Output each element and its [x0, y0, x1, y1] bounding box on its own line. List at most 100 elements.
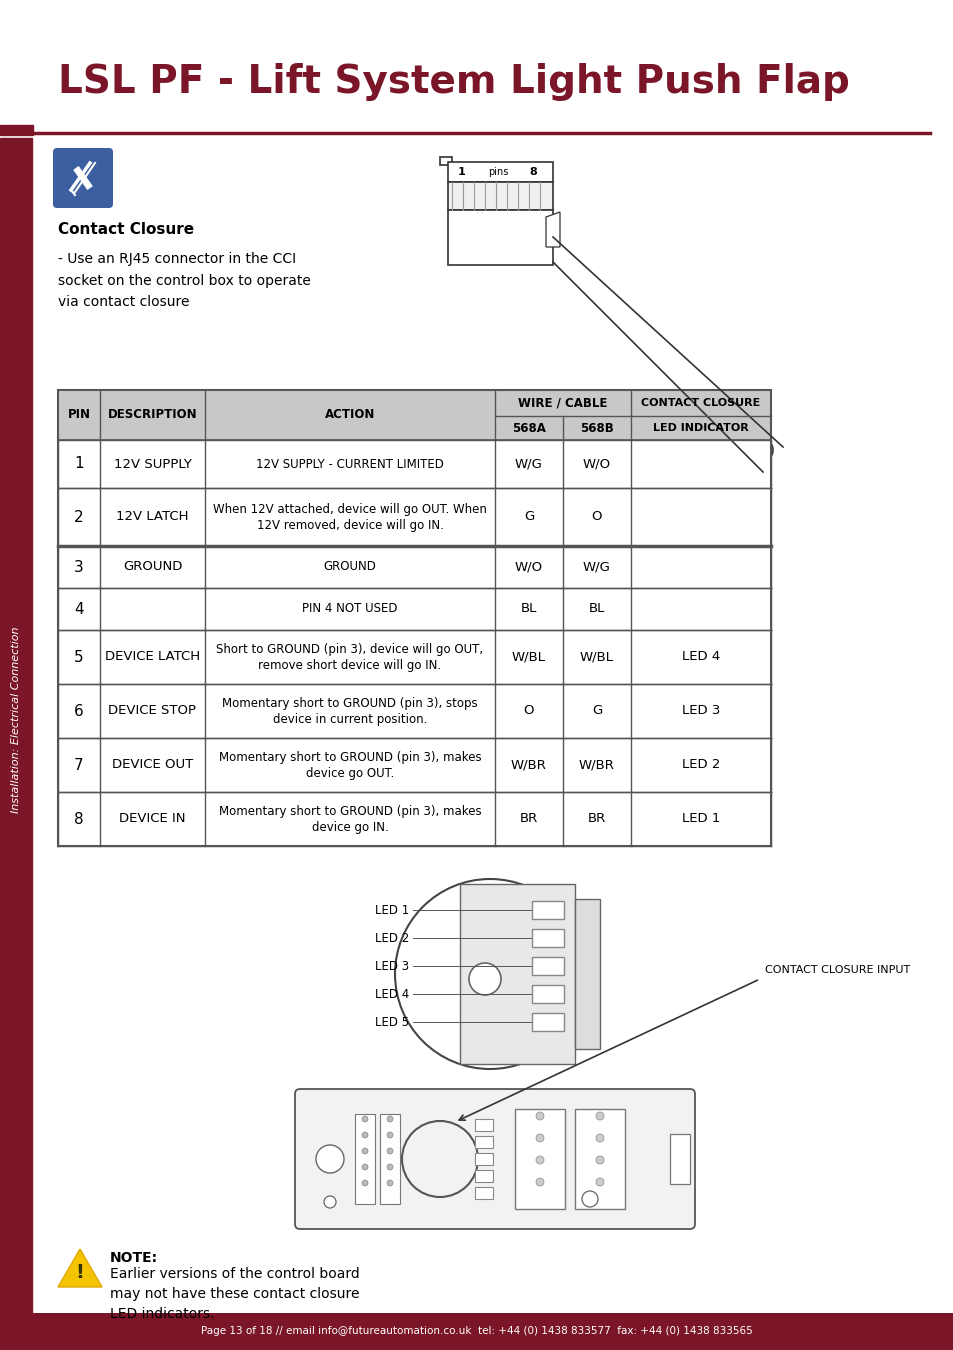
Text: Contact Closure: Contact Closure — [58, 221, 193, 238]
Bar — [58, 630, 770, 684]
Text: DEVICE IN: DEVICE IN — [119, 813, 186, 825]
Text: W/O: W/O — [515, 560, 542, 574]
Text: W/G: W/G — [515, 458, 542, 471]
Bar — [58, 738, 770, 792]
Circle shape — [536, 1179, 543, 1187]
Text: NOTE:: NOTE: — [110, 1251, 158, 1265]
Bar — [448, 182, 553, 211]
FancyBboxPatch shape — [532, 957, 563, 975]
Text: LED 1: LED 1 — [681, 813, 720, 825]
Text: 568B: 568B — [579, 421, 613, 435]
Text: LED 4: LED 4 — [681, 651, 720, 663]
Text: LED 2: LED 2 — [375, 931, 409, 945]
FancyBboxPatch shape — [53, 148, 112, 208]
Text: 3: 3 — [74, 559, 84, 575]
Circle shape — [536, 1156, 543, 1164]
Circle shape — [387, 1116, 393, 1122]
Bar — [58, 390, 770, 440]
Text: W/BR: W/BR — [511, 759, 546, 771]
Circle shape — [361, 1164, 368, 1170]
Text: W/O: W/O — [582, 458, 611, 471]
Text: 8: 8 — [74, 811, 84, 826]
Text: When 12V attached, device will go OUT. When
12V removed, device will go IN.: When 12V attached, device will go OUT. W… — [213, 502, 486, 532]
Circle shape — [387, 1148, 393, 1154]
Circle shape — [596, 1179, 603, 1187]
Text: 6: 6 — [74, 703, 84, 718]
Text: W/G: W/G — [582, 560, 610, 574]
Circle shape — [469, 963, 500, 995]
FancyBboxPatch shape — [532, 900, 563, 919]
Text: 1: 1 — [457, 167, 465, 177]
Bar — [58, 390, 770, 440]
Bar — [0, 126, 33, 135]
Circle shape — [387, 1133, 393, 1138]
FancyBboxPatch shape — [294, 1089, 695, 1228]
Bar — [0, 1314, 953, 1350]
Text: GROUND: GROUND — [323, 560, 376, 574]
Text: PIN: PIN — [68, 409, 91, 421]
Text: CONTACT CLOSURE: CONTACT CLOSURE — [640, 398, 760, 408]
Text: Installation: Electrical Connection: Installation: Electrical Connection — [11, 626, 21, 813]
Text: LED 3: LED 3 — [681, 705, 720, 717]
Circle shape — [361, 1148, 368, 1154]
FancyBboxPatch shape — [532, 1012, 563, 1031]
Circle shape — [581, 1191, 598, 1207]
Bar — [439, 157, 452, 165]
Text: - Use an RJ45 connector in the CCI
socket on the control box to operate
via cont: - Use an RJ45 connector in the CCI socke… — [58, 252, 311, 309]
Circle shape — [361, 1116, 368, 1122]
Text: CONTACT CLOSURE INPUT: CONTACT CLOSURE INPUT — [764, 965, 909, 975]
Text: pins: pins — [487, 167, 508, 177]
Text: G: G — [591, 705, 601, 717]
Text: Page 13 of 18 // email info@futureautomation.co.uk  tel: +44 (0) 1438 833577  fa: Page 13 of 18 // email info@futureautoma… — [201, 1326, 752, 1336]
Text: BL: BL — [520, 602, 537, 616]
Text: 2: 2 — [74, 509, 84, 525]
Text: DEVICE STOP: DEVICE STOP — [109, 705, 196, 717]
Bar — [475, 1119, 493, 1131]
Text: W/BL: W/BL — [579, 651, 614, 663]
Text: 12V SUPPLY: 12V SUPPLY — [113, 458, 192, 471]
Text: 1: 1 — [74, 456, 84, 471]
Text: Momentary short to GROUND (pin 3), makes
device go OUT.: Momentary short to GROUND (pin 3), makes… — [218, 751, 481, 779]
Bar — [475, 1187, 493, 1199]
Bar — [475, 1170, 493, 1183]
Text: LED 5: LED 5 — [375, 1015, 409, 1029]
FancyBboxPatch shape — [532, 929, 563, 946]
Bar — [58, 684, 770, 738]
Polygon shape — [58, 1249, 102, 1287]
Text: LED INDICATOR: LED INDICATOR — [653, 423, 748, 433]
Text: DEVICE OUT: DEVICE OUT — [112, 759, 193, 771]
FancyBboxPatch shape — [532, 986, 563, 1003]
Circle shape — [536, 1134, 543, 1142]
Text: Short to GROUND (pin 3), device will go OUT,
remove short device will go IN.: Short to GROUND (pin 3), device will go … — [216, 643, 483, 671]
Circle shape — [361, 1133, 368, 1138]
Bar — [475, 1135, 493, 1148]
Text: LED 1: LED 1 — [375, 903, 409, 917]
Bar — [669, 1134, 689, 1184]
Circle shape — [596, 1156, 603, 1164]
Text: 12V SUPPLY - CURRENT LIMITED: 12V SUPPLY - CURRENT LIMITED — [255, 458, 443, 471]
Text: GROUND: GROUND — [123, 560, 182, 574]
Circle shape — [748, 437, 772, 462]
Circle shape — [315, 1145, 344, 1173]
Bar — [58, 487, 770, 545]
Text: Momentary short to GROUND (pin 3), stops
device in current position.: Momentary short to GROUND (pin 3), stops… — [222, 697, 477, 725]
Text: BR: BR — [519, 813, 537, 825]
Bar — [58, 792, 770, 846]
Text: BR: BR — [587, 813, 605, 825]
Text: 568A: 568A — [512, 421, 545, 435]
Text: O: O — [523, 705, 534, 717]
Text: BL: BL — [588, 602, 604, 616]
Bar — [58, 440, 770, 487]
Circle shape — [361, 1180, 368, 1187]
Text: 5: 5 — [74, 649, 84, 664]
Bar — [575, 899, 599, 1049]
Text: W/BR: W/BR — [578, 759, 615, 771]
Polygon shape — [545, 212, 559, 247]
Circle shape — [387, 1180, 393, 1187]
Bar — [459, 884, 575, 1064]
Bar — [379, 1114, 399, 1204]
Bar — [73, 166, 92, 189]
Circle shape — [536, 1112, 543, 1120]
Text: W/BL: W/BL — [512, 651, 545, 663]
Circle shape — [387, 1164, 393, 1170]
